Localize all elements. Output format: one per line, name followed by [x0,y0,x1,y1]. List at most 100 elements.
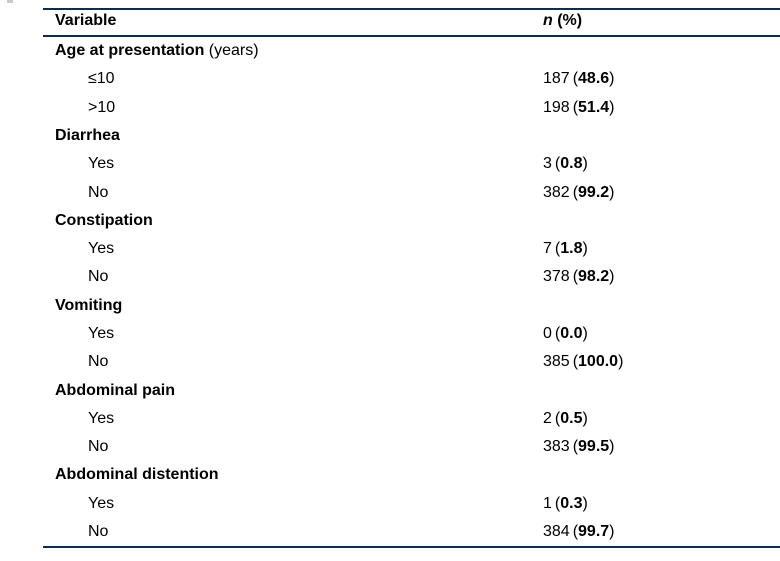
row-value: 382 (99.2) [543,184,615,202]
value-open-paren: ( [572,353,579,371]
value-close-paren: ) [609,70,615,88]
row-label-wrap: No [0,523,108,541]
row-label-wrap: Abdominal pain [0,382,175,400]
row-label-wrap: Diarrhea [0,127,120,145]
table-row: Constipation [0,207,780,235]
row-label: Yes [88,155,115,173]
value-open-paren: ( [554,155,561,173]
table-row: No 385 (100.0) [0,348,780,376]
value-n: 2 [543,409,552,427]
column-header-n-pct: n (%) [543,12,582,30]
row-label: No [88,268,109,286]
value-pct: 99.5 [578,438,610,456]
row-label-wrap: >10 [0,99,115,117]
row-label: No [88,438,109,456]
row-label: No [88,353,109,371]
value-open-paren: ( [572,98,579,116]
row-label: Yes [88,324,115,342]
value-close-paren: ) [582,324,588,342]
value-close-paren: ) [609,522,615,540]
value-n: 198 [543,98,570,116]
value-open-paren: ( [572,438,579,456]
value-close-paren: ) [609,268,615,286]
value-open-paren: ( [572,183,579,201]
value-open-paren: ( [554,324,561,342]
row-label: Yes [88,240,115,258]
value-open-paren: ( [554,240,561,258]
row-value: 0 (0.0) [543,325,588,343]
row-label: Abdominal pain [55,381,175,399]
value-pct: 0.3 [560,494,583,512]
row-value: 384 (99.7) [543,523,615,541]
row-value: 7 (1.8) [543,240,588,258]
row-value: 378 (98.2) [543,268,615,286]
value-open-paren: ( [572,70,579,88]
row-label-wrap: Yes [0,240,114,258]
value-pct: 99.7 [578,522,610,540]
table-row: Abdominal distention [0,461,780,489]
row-label-wrap: Vomiting [0,297,122,315]
table-row: Vomiting [0,292,780,320]
row-value: 3 (0.8) [543,155,588,173]
value-pct: 98.2 [578,268,610,286]
value-pct: 99.2 [578,183,610,201]
value-pct: 0.0 [560,324,583,342]
column-header-n-rest: (%) [552,12,583,29]
value-n: 382 [543,183,570,201]
row-label-wrap: No [0,268,108,286]
table-header-rule [43,35,780,37]
table-row: No 383 (99.5) [0,433,780,461]
value-n: 378 [543,268,570,286]
table-row: Yes 2 (0.5) [0,405,780,433]
row-label: ≤10 [88,70,115,88]
table-row: Yes 1 (0.3) [0,490,780,518]
table-row: Diarrhea [0,122,780,150]
value-pct: 1.8 [560,240,583,258]
value-n: 3 [543,155,552,173]
table-bottom-rule [43,546,780,548]
row-label-wrap: No [0,438,108,456]
table-row: Yes 0 (0.0) [0,320,780,348]
row-value: 198 (51.4) [543,99,615,117]
row-label: Abdominal distention [55,466,219,484]
row-label: No [88,522,109,540]
value-open-paren: ( [554,494,561,512]
table-row: ≤10 187 (48.6) [0,65,780,93]
table-row: Yes 7 (1.8) [0,235,780,263]
row-label-wrap: Constipation [0,212,153,230]
crop-artifact [7,0,13,3]
value-pct: 51.4 [578,98,610,116]
value-n: 7 [543,240,552,258]
row-label-wrap: Yes [0,495,114,513]
row-label: Constipation [55,211,153,229]
row-value: 385 (100.0) [543,353,623,371]
value-open-paren: ( [554,409,561,427]
value-close-paren: ) [582,240,588,258]
value-n: 383 [543,438,570,456]
value-n: 187 [543,70,570,88]
value-pct: 0.5 [560,409,583,427]
value-close-paren: ) [609,98,615,116]
row-label: Yes [88,494,115,512]
row-label-wrap: Yes [0,325,114,343]
table-row: >10 198 (51.4) [0,94,780,122]
row-label-wrap: Abdominal distention [0,466,219,484]
row-label-suffix: (years) [204,42,259,60]
row-label: Yes [88,409,115,427]
table-header-row: Variable n (%) [0,10,780,35]
row-value: 2 (0.5) [543,410,588,428]
value-close-paren: ) [618,353,624,371]
row-label-wrap: ≤10 [0,70,115,88]
table-top-rule [43,8,780,10]
row-label-wrap: No [0,353,108,371]
table-row: No 384 (99.7) [0,518,780,546]
value-n: 0 [543,324,552,342]
row-label: No [88,183,109,201]
row-value: 187 (48.6) [543,70,615,88]
column-header-variable: Variable [55,12,117,29]
table-row: Age at presentation (years) [0,37,780,65]
value-close-paren: ) [582,409,588,427]
column-header-n-italic: n [543,12,553,29]
row-label: >10 [88,98,116,116]
value-open-paren: ( [572,268,579,286]
